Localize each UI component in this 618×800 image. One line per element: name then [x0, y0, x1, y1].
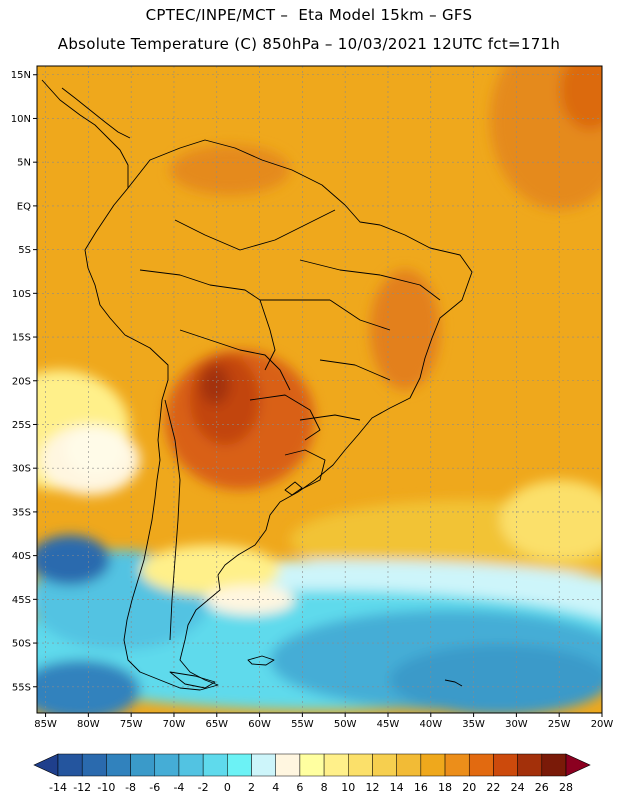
argentina-border	[164, 399, 181, 641]
tierra-del-fuego	[169, 671, 216, 689]
colorbar-label: 18	[438, 781, 452, 794]
colorbar: -14 -12 -10 -8 -6 -4 -2 0 2 4 6 8 10 12 14 16 18 20 22 24 26…	[33, 753, 591, 794]
graticule	[37, 66, 603, 713]
lat-tick-label: 10N	[11, 114, 31, 125]
map-frame	[36, 65, 603, 714]
colorbar-bin	[130, 753, 156, 777]
coastlines-and-borders	[41, 79, 473, 691]
lon-tick-label: 50W	[334, 719, 357, 730]
map-title-line2: Absolute Temperature (C) 850hPa – 10/03/…	[57, 35, 561, 53]
south-america-coastline	[84, 139, 473, 691]
lat-tick-label: 20S	[12, 376, 31, 387]
colorbar-label: 22	[486, 781, 500, 794]
colorbar-bin	[517, 753, 543, 777]
colorbar-label: 10	[341, 781, 355, 794]
colorbar-bin	[468, 753, 494, 777]
colorbar-bin	[348, 753, 373, 777]
colorbar-label: -2	[198, 781, 209, 794]
central-america-coast	[41, 79, 129, 188]
lat-tick-label: 15S	[12, 333, 31, 344]
colorbar-label: -8	[125, 781, 136, 794]
uruguay-border	[284, 449, 326, 491]
colorbar-bin	[396, 753, 422, 777]
lon-tick-label: 85W	[34, 719, 57, 730]
lon-tick-label: 20W	[591, 719, 614, 730]
colorbar-label: 20	[462, 781, 476, 794]
lon-tick-label: 30W	[505, 719, 528, 730]
lon-tick-label: 25W	[548, 719, 571, 730]
colorbar-bin	[444, 753, 470, 777]
lon-tick-label: 65W	[205, 719, 228, 730]
colorbar-label: 4	[272, 781, 279, 794]
lat-tick-label: 25S	[12, 420, 31, 431]
colorbar-label: 24	[511, 781, 525, 794]
colorbar-bin	[372, 753, 397, 777]
brazil-states	[260, 259, 441, 421]
colorbar-bin	[81, 753, 107, 777]
lat-tick-label: 45S	[12, 595, 31, 606]
lon-tick-label: 70W	[163, 719, 186, 730]
lat-tick-label: 5S	[18, 245, 31, 256]
lat-tick-label: 40S	[12, 551, 31, 562]
map-title-line1: CPTEC/INPE/MCT – Eta Model 15km – GFS	[145, 6, 473, 24]
colorbar-bin	[541, 753, 567, 777]
colorbar-bin	[251, 753, 276, 777]
lat-tick-label: 55S	[12, 682, 31, 693]
colorbar-bin	[57, 753, 83, 777]
caribbean-coast	[61, 87, 131, 139]
colorbar-bin	[202, 753, 228, 777]
colorbar-label: 28	[559, 781, 573, 794]
lat-tick-label: 10S	[12, 289, 31, 300]
lat-tick-label: 30S	[12, 464, 31, 475]
lon-tick-label: 75W	[120, 719, 143, 730]
lon-tick-label: 45W	[377, 719, 400, 730]
latitude-axis: 15N 10N 5N EQ 5S 10S 15S 20S 25S 30S 35S 40S 45S 50S 5…	[11, 70, 37, 693]
colorbar-bin	[227, 753, 252, 777]
lon-tick-label: 80W	[77, 719, 100, 730]
colorbar-bin	[154, 753, 180, 777]
bolivia-border	[179, 329, 291, 391]
lon-tick-label: 35W	[462, 719, 485, 730]
lat-tick-label: 5N	[17, 158, 31, 169]
colorbar-bin	[299, 753, 325, 777]
colorbar-bin	[323, 753, 349, 777]
lat-tick-label: 35S	[12, 507, 31, 518]
lon-tick-label: 40W	[419, 719, 442, 730]
brazil-west-border	[139, 269, 276, 371]
colorbar-label: 16	[414, 781, 428, 794]
colorbar-label: -12	[73, 781, 91, 794]
amazon-border	[174, 209, 336, 251]
colorbar-label: 12	[365, 781, 379, 794]
colorbar-label: 2	[248, 781, 255, 794]
colorbar-label: -6	[149, 781, 160, 794]
colorbar-high-arrow	[565, 753, 591, 777]
longitude-axis: 85W 80W 75W 70W 65W 60W 55W 50W 45W 40W 35W 30W 25W 2…	[34, 713, 613, 730]
lat-tick-label: 50S	[12, 639, 31, 650]
colorbar-low-arrow	[33, 753, 59, 777]
falklands	[247, 655, 275, 666]
lat-tick-label: EQ	[17, 201, 31, 212]
lat-tick-label: 15N	[11, 70, 31, 81]
colorbar-bin	[420, 753, 446, 777]
colorbar-bin	[493, 753, 518, 777]
lagoa-dos-patos	[284, 481, 303, 496]
colorbar-bin	[106, 753, 131, 777]
lon-tick-label: 55W	[291, 719, 314, 730]
colorbar-label: 8	[321, 781, 328, 794]
temperature-field	[37, 66, 602, 713]
colorbar-label: 0	[224, 781, 231, 794]
colorbar-bin	[275, 753, 301, 777]
colorbar-label: 14	[390, 781, 404, 794]
colorbar-label: -10	[97, 781, 115, 794]
lon-tick-label: 60W	[248, 719, 271, 730]
colorbar-label: 6	[296, 781, 303, 794]
paraguay-border	[249, 394, 321, 441]
south-georgia	[444, 679, 463, 687]
colorbar-label: -4	[173, 781, 184, 794]
colorbar-label: 26	[535, 781, 549, 794]
colorbar-bin	[178, 753, 204, 777]
colorbar-label: -14	[49, 781, 67, 794]
